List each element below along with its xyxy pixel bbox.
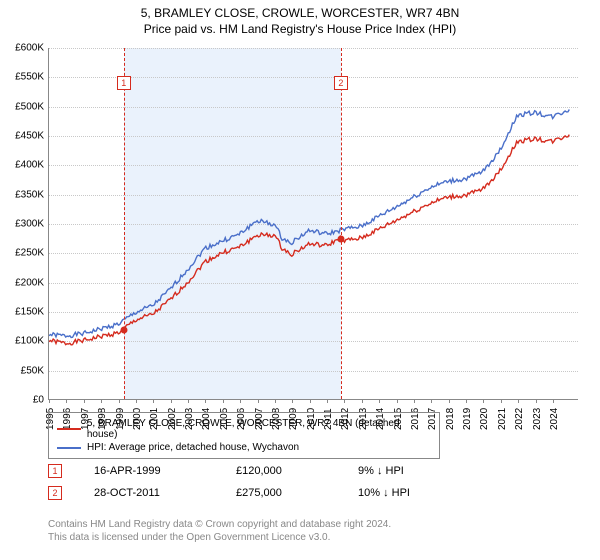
footer-line2: This data is licensed under the Open Gov… xyxy=(48,531,578,544)
marker-box: 2 xyxy=(334,76,348,90)
y-axis-label: £500K xyxy=(15,101,44,112)
x-tick xyxy=(49,399,50,403)
legend-swatch xyxy=(57,428,81,430)
legend-label: 5, BRAMLEY CLOSE, CROWLE, WORCESTER, WR7… xyxy=(87,418,431,440)
x-tick xyxy=(379,399,380,403)
chart-title: 5, BRAMLEY CLOSE, CROWLE, WORCESTER, WR7… xyxy=(0,0,600,20)
chart-plot-area: 12 1995199619971998199920002001200220032… xyxy=(48,48,578,400)
y-axis-label: £550K xyxy=(15,72,44,83)
series-line xyxy=(49,110,569,338)
y-axis-label: £450K xyxy=(15,131,44,142)
x-tick xyxy=(553,399,554,403)
footer-line1: Contains HM Land Registry data © Crown c… xyxy=(48,518,578,531)
x-tick xyxy=(431,399,432,403)
series-line xyxy=(49,135,569,345)
x-tick xyxy=(240,399,241,403)
sale-point xyxy=(120,326,127,333)
x-axis-label: 2022 xyxy=(514,408,525,430)
x-tick xyxy=(501,399,502,403)
sale-marker: 2 xyxy=(48,486,62,500)
x-axis-label: 2019 xyxy=(462,408,473,430)
marker-vline xyxy=(124,48,125,399)
sale-price: £120,000 xyxy=(236,465,326,477)
sale-price: £275,000 xyxy=(236,487,326,499)
x-tick xyxy=(344,399,345,403)
y-axis-label: £100K xyxy=(15,336,44,347)
x-tick xyxy=(536,399,537,403)
x-tick xyxy=(84,399,85,403)
x-tick xyxy=(153,399,154,403)
x-tick xyxy=(136,399,137,403)
sale-hpi-diff: 9% ↓ HPI xyxy=(358,465,404,477)
y-axis-label: £300K xyxy=(15,219,44,230)
y-axis-label: £0 xyxy=(33,395,44,406)
legend-label: HPI: Average price, detached house, Wych… xyxy=(87,442,299,453)
y-axis: £0£50K£100K£150K£200K£250K£300K£350K£400… xyxy=(0,48,48,400)
x-tick xyxy=(449,399,450,403)
y-axis-label: £50K xyxy=(21,365,44,376)
x-tick xyxy=(466,399,467,403)
x-tick xyxy=(414,399,415,403)
x-tick xyxy=(188,399,189,403)
x-tick xyxy=(483,399,484,403)
x-tick xyxy=(205,399,206,403)
x-tick xyxy=(518,399,519,403)
sale-date: 16-APR-1999 xyxy=(94,465,204,477)
y-axis-label: £200K xyxy=(15,277,44,288)
chart-lines xyxy=(49,48,578,399)
sale-date: 28-OCT-2011 xyxy=(94,487,204,499)
sale-row: 2 28-OCT-2011 £275,000 10% ↓ HPI xyxy=(48,482,578,504)
x-tick xyxy=(258,399,259,403)
x-axis-label: 2020 xyxy=(479,408,490,430)
x-tick xyxy=(310,399,311,403)
x-axis-label: 2023 xyxy=(532,408,543,430)
y-axis-label: £250K xyxy=(15,248,44,259)
y-axis-label: £350K xyxy=(15,189,44,200)
x-tick xyxy=(362,399,363,403)
legend: 5, BRAMLEY CLOSE, CROWLE, WORCESTER, WR7… xyxy=(48,412,440,459)
footer-attribution: Contains HM Land Registry data © Crown c… xyxy=(48,518,578,544)
x-tick xyxy=(292,399,293,403)
x-tick xyxy=(327,399,328,403)
sale-point xyxy=(337,235,344,242)
x-tick xyxy=(275,399,276,403)
x-tick xyxy=(66,399,67,403)
marker-box: 1 xyxy=(117,76,131,90)
x-tick xyxy=(223,399,224,403)
x-axis-label: 2024 xyxy=(549,408,560,430)
x-axis-label: 2021 xyxy=(497,408,508,430)
x-tick xyxy=(101,399,102,403)
sale-hpi-diff: 10% ↓ HPI xyxy=(358,487,410,499)
x-axis-label: 2018 xyxy=(445,408,456,430)
legend-swatch xyxy=(57,447,81,449)
x-tick xyxy=(171,399,172,403)
sale-marker: 1 xyxy=(48,464,62,478)
y-axis-label: £400K xyxy=(15,160,44,171)
y-axis-label: £600K xyxy=(15,43,44,54)
x-tick xyxy=(397,399,398,403)
sale-rows: 1 16-APR-1999 £120,000 9% ↓ HPI 2 28-OCT-2011… xyxy=(48,460,578,504)
sale-row: 1 16-APR-1999 £120,000 9% ↓ HPI xyxy=(48,460,578,482)
y-axis-label: £150K xyxy=(15,307,44,318)
chart-subtitle: Price paid vs. HM Land Registry's House … xyxy=(0,20,600,36)
legend-item: HPI: Average price, detached house, Wych… xyxy=(57,441,431,454)
marker-vline xyxy=(341,48,342,399)
x-tick xyxy=(119,399,120,403)
legend-item: 5, BRAMLEY CLOSE, CROWLE, WORCESTER, WR7… xyxy=(57,417,431,441)
